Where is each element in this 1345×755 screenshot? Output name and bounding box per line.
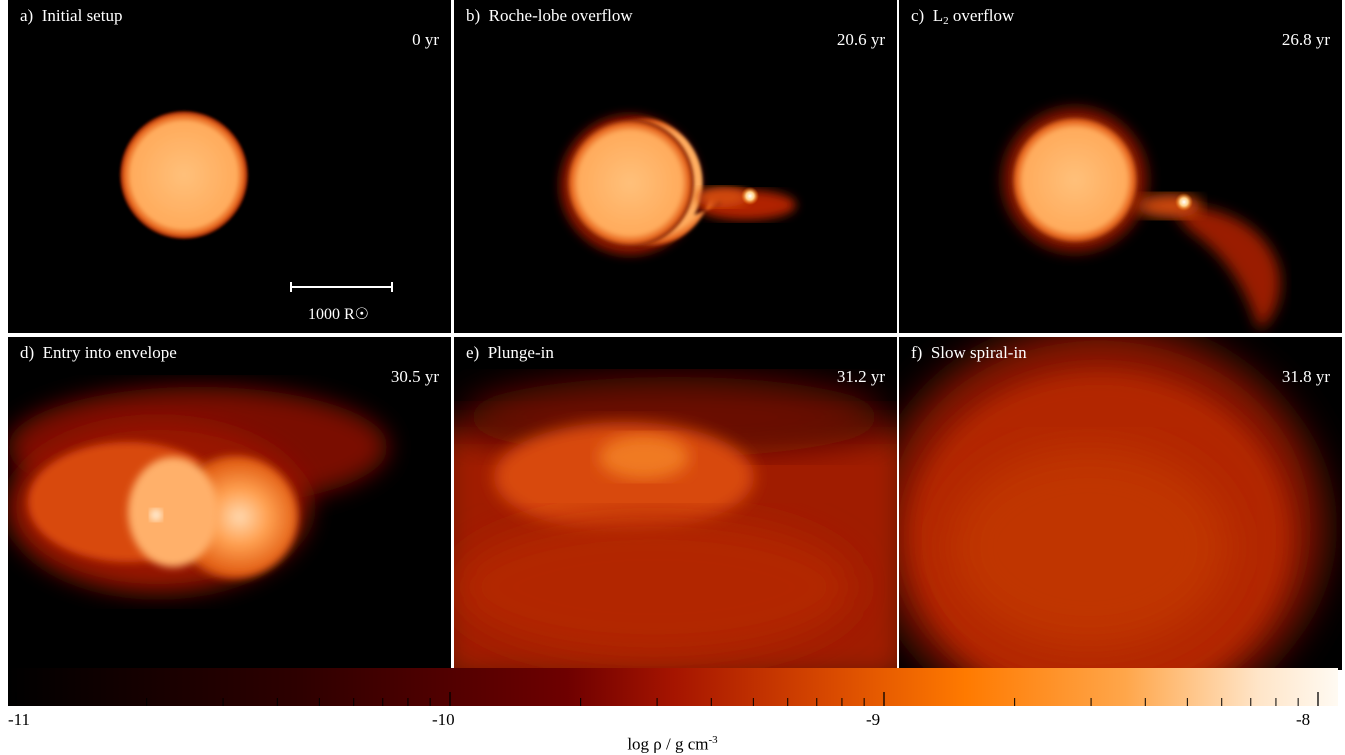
panel-e-label: e) Plunge-in <box>466 343 554 362</box>
scale-bar <box>290 282 393 292</box>
panel-d-time: 30.5 yr <box>390 367 439 386</box>
panel-d: d) Entry into envelope 30.5 yr <box>8 337 451 670</box>
panel-c: c) L2 overflow 26.8 yr <box>899 0 1342 333</box>
panel-c-image <box>1003 108 1281 330</box>
panel-d-image <box>8 387 388 592</box>
panel-a-time: 0 yr <box>412 30 439 49</box>
colorbar-tick-label: -9 <box>866 710 881 729</box>
panel-d-label: d) Entry into envelope <box>20 343 177 362</box>
panel-e-image <box>454 377 897 670</box>
panel-c-label: c) L2 overflow <box>911 6 1015 27</box>
panel-e-time: 31.2 yr <box>836 367 885 386</box>
panel-f: f) Slow spiral-in 31.8 yr <box>899 337 1342 670</box>
panel-f-time: 31.8 yr <box>1281 367 1330 386</box>
panel-a-image <box>120 111 248 239</box>
panel-b: b) Roche-lobe overflow 20.6 yr <box>454 0 897 333</box>
colorbar-ticks <box>15 692 1319 706</box>
panel-c-time: 26.8 yr <box>1281 30 1330 49</box>
panel-e: e) Plunge-in 31.2 yr <box>454 337 897 670</box>
panel-b-time: 20.6 yr <box>836 30 885 49</box>
panel-f-image <box>899 337 1324 670</box>
colorbar-tick-label: -8 <box>1296 710 1311 729</box>
colorbar-tick-label: -10 <box>432 710 455 729</box>
scale-bar-label: 1000 R☉ <box>308 306 370 323</box>
panel-b-image <box>560 115 796 255</box>
colorbar <box>8 668 1338 706</box>
colorbar-tick-label: -11 <box>8 710 31 729</box>
panel-a-label: a) Initial setup <box>20 6 123 25</box>
colorbar-title: log ρ / g cm-3 <box>627 734 718 754</box>
panel-b-label: b) Roche-lobe overflow <box>466 6 633 25</box>
panel-grid: a) Initial setup 0 yr 1000 R☉ <box>8 0 1342 670</box>
panel-a: a) Initial setup 0 yr 1000 R☉ <box>8 0 451 333</box>
panel-f-label: f) Slow spiral-in <box>911 343 1027 362</box>
